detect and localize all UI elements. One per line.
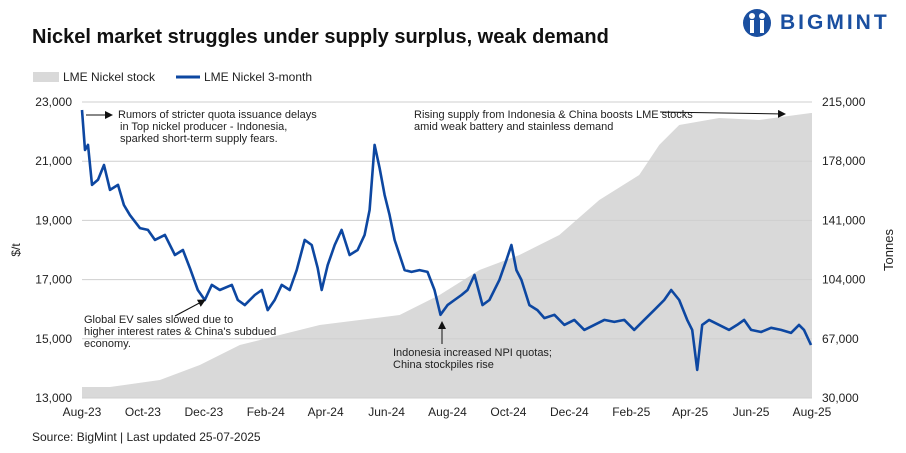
annotation-text: higher interest rates & China's subdued: [84, 326, 276, 338]
annotation-text: Global EV sales slowed due to: [84, 314, 233, 326]
x-tick-label: Aug-24: [428, 405, 467, 419]
x-tick-label: Apr-24: [308, 405, 344, 419]
annotation-text: in Top nickel producer - Indonesia,: [120, 121, 287, 133]
logo-text: BIGMINT: [780, 11, 890, 34]
annotation-text: Rising supply from Indonesia & China boo…: [414, 109, 693, 121]
y-right-tick-label: 141,000: [822, 213, 866, 227]
y-right-tick-label: 104,000: [822, 273, 866, 287]
annotation-text: amid weak battery and stainless demand: [414, 121, 613, 133]
x-tick-label: Jun-24: [368, 405, 405, 419]
x-tick-label: Apr-25: [672, 405, 708, 419]
chart-title: Nickel market struggles under supply sur…: [32, 26, 609, 48]
y-right-tick-label: 215,000: [822, 95, 866, 109]
y-left-tick-label: 17,000: [35, 273, 72, 287]
annotation-text: Indonesia increased NPI quotas;: [393, 347, 552, 359]
x-tick-label: Feb-25: [612, 405, 650, 419]
logo-icon: [743, 9, 771, 37]
source-note: Source: BigMint | Last updated 25-07-202…: [32, 430, 261, 444]
annotation-text: economy.: [84, 338, 131, 350]
annotation-arrow: [174, 299, 206, 317]
x-tick-label: Oct-23: [125, 405, 161, 419]
annotation-arrow: [659, 109, 786, 118]
x-tick-label: Feb-24: [247, 405, 285, 419]
legend-label-stock: LME Nickel stock: [63, 70, 156, 84]
y-left-tick-label: 13,000: [35, 391, 72, 405]
annotation-text: sparked short-term supply fears.: [120, 133, 278, 145]
x-tick-label: Oct-24: [490, 405, 526, 419]
x-tick-label: Aug-23: [63, 405, 102, 419]
y-left-tick-label: 23,000: [35, 95, 72, 109]
x-tick-label: Aug-25: [793, 405, 832, 419]
y-left-tick-label: 19,000: [35, 213, 72, 227]
x-tick-label: Dec-23: [184, 405, 223, 419]
legend-label-price: LME Nickel 3-month: [204, 70, 312, 84]
bigmint-logo: BIGMINT: [742, 8, 890, 38]
y-right-tick-label: 30,000: [822, 391, 859, 405]
annotation-text: Rumors of stricter quota issuance delays: [118, 109, 317, 121]
annotation-text: China stockpiles rise: [393, 359, 494, 371]
x-tick-label: Dec-24: [550, 405, 589, 419]
legend-swatch-stock: [33, 72, 59, 82]
y-right-tick-label: 178,000: [822, 154, 866, 168]
x-tick-label: Jun-25: [733, 405, 770, 419]
y-left-tick-label: 15,000: [35, 332, 72, 346]
y-right-tick-label: 67,000: [822, 332, 859, 346]
price-line: [80, 109, 813, 372]
y-left-tick-label: 21,000: [35, 154, 72, 168]
y-left-axis-label: $/t: [9, 243, 23, 257]
y-right-axis-label: Tonnes: [881, 229, 896, 271]
